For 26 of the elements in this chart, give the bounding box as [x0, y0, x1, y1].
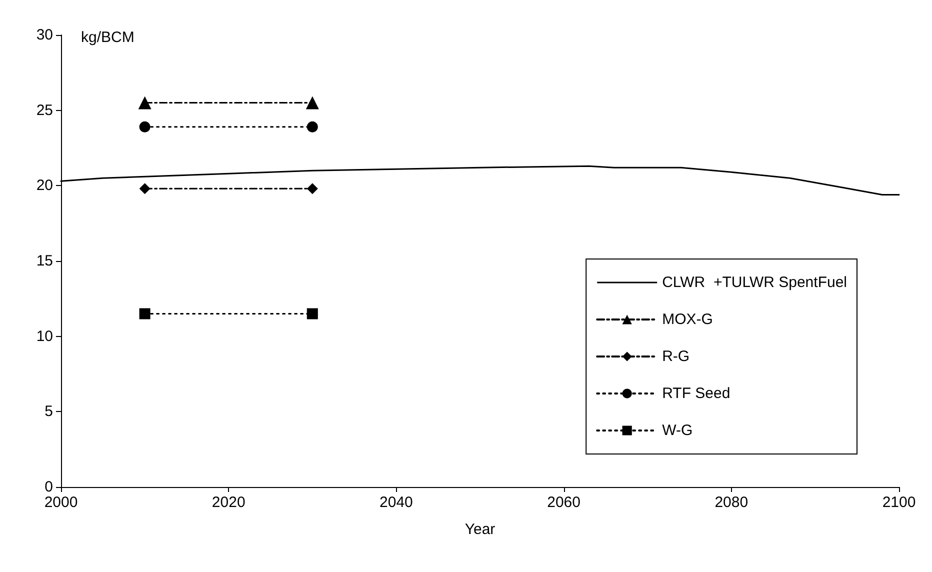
- y-tick-label: 20: [36, 177, 53, 194]
- legend-label: MOX-G: [662, 311, 713, 328]
- point: [306, 308, 318, 320]
- x-tick-label: 2000: [44, 494, 78, 511]
- y-tick-label: 5: [44, 403, 53, 420]
- point: [306, 183, 318, 194]
- x-tick-label: 2100: [882, 494, 916, 511]
- y-tick-label: 0: [44, 478, 53, 496]
- x-tick-label: 2060: [547, 494, 580, 511]
- y-tick-label: 25: [36, 102, 53, 119]
- point: [306, 121, 318, 132]
- legend-label: R-G: [662, 348, 690, 365]
- x-tick-label: 2040: [380, 494, 413, 511]
- y-tick-label: 10: [36, 328, 53, 345]
- y-tick-label: 15: [36, 252, 53, 270]
- x-tick-label: 2080: [714, 494, 748, 511]
- y-tick-label: 30: [36, 26, 53, 44]
- x-axis-title: Year: [464, 521, 496, 538]
- y-axis-title: kg/BCM: [81, 29, 134, 46]
- point: [139, 121, 150, 132]
- legend-label: W-G: [662, 422, 693, 439]
- legend-label: CLWR +TULWR SpentFuel: [662, 274, 848, 291]
- x-tick-label: 2020: [212, 494, 246, 511]
- point: [139, 308, 150, 320]
- legend-label: RTF Seed: [662, 385, 730, 402]
- point: [139, 183, 150, 194]
